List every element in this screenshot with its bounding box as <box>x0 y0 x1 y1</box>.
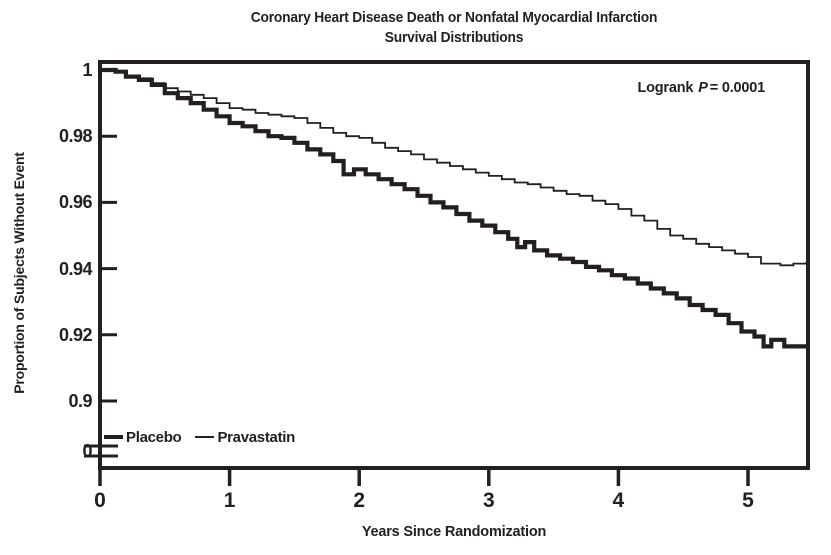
placebo-curve <box>100 67 809 351</box>
y-tick-label-0.94: 0.94 <box>58 258 93 279</box>
y-tick-label-0.98: 0.98 <box>58 126 93 147</box>
x-tick-label-1: 1 <box>223 489 236 512</box>
y-tick-label-0.92: 0.92 <box>58 324 93 345</box>
legend-label-placebo: Placebo <box>126 428 182 446</box>
x-tick-label-5: 5 <box>742 489 754 512</box>
logrank-annotation: Logrank P = 0.0001 <box>637 80 765 96</box>
y-tick-label-0.9: 0.9 <box>68 391 92 411</box>
logrank-prefix: Logrank <box>637 80 694 96</box>
chart-title: Coronary Heart Disease Death or Nonfatal… <box>128 8 779 48</box>
y-tick-label-0.96: 0.96 <box>58 192 93 213</box>
logrank-p-symbol: P <box>698 80 708 96</box>
logrank-value: = 0.0001 <box>709 80 765 96</box>
y-tick-label-1: 1 <box>82 60 92 80</box>
x-tick-label-2: 2 <box>353 489 366 512</box>
y-tick-label-0: 0 <box>82 441 92 461</box>
pravastatin-line-sample-icon <box>195 435 215 439</box>
legend-label-pravastatin: Pravastatin <box>217 428 296 446</box>
x-tick-label-0: 0 <box>94 489 106 512</box>
plot-frame <box>98 60 810 470</box>
x-tick-label-3: 3 <box>482 489 495 512</box>
pravastatin-curve <box>100 69 808 267</box>
chart-title-line2: Survival Distributions <box>384 29 524 46</box>
x-tick-label-4: 4 <box>612 489 625 512</box>
legend: Placebo Pravastatin <box>104 428 296 446</box>
chart-title-line1: Coronary Heart Disease Death or Nonfatal… <box>250 9 658 26</box>
placebo-line-sample-icon <box>104 435 123 439</box>
x-axis-title: Years Since Randomization <box>361 524 547 540</box>
